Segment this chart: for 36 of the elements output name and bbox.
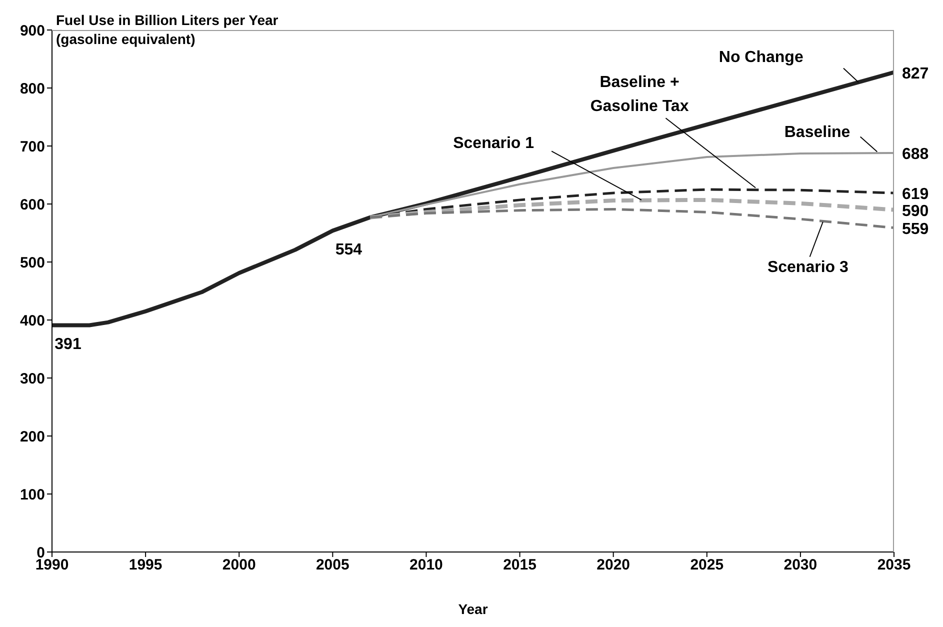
line-series — [368, 198, 894, 220]
y-tick-label: 800 — [20, 80, 45, 98]
y-tick-label: 500 — [20, 254, 45, 272]
text: Scenario 3 — [766, 258, 850, 278]
data-label: 619 — [902, 186, 929, 203]
x-tick-label: 2005 — [316, 556, 350, 574]
x-tick-label: 2035 — [877, 556, 911, 574]
y-axis-title: Fuel Use in Billion Liters per Year (gasoline equivalent) — [56, 11, 280, 49]
text: Scenario 1 — [452, 134, 536, 154]
line-series — [368, 208, 894, 230]
x-tick-label: 1995 — [128, 556, 162, 574]
x-tick-label: 2030 — [784, 556, 818, 574]
text: Baseline + Gasoline Tax — [589, 72, 690, 117]
y-tick-label: 700 — [20, 138, 45, 156]
y-tick-label: 900 — [20, 22, 45, 40]
x-tick-label: 2000 — [222, 556, 256, 574]
y-tick-label: 600 — [20, 196, 45, 214]
data-label: 559 — [902, 220, 929, 238]
x-tick-label: 2015 — [503, 556, 536, 574]
x-tick-label: 2010 — [410, 556, 443, 574]
data-label: 827 — [902, 65, 929, 82]
x-tick-label: 2020 — [596, 556, 630, 574]
data-label: 590 — [902, 202, 929, 220]
y-tick-label: 200 — [20, 428, 45, 446]
y-tick-label: 400 — [20, 312, 45, 330]
x-axis-title: Year — [458, 601, 488, 617]
line-series — [52, 70, 894, 328]
data-label: 391 — [54, 336, 82, 354]
x-tick-label: 2025 — [690, 556, 724, 574]
x-tick-label: 1990 — [35, 556, 69, 574]
y-tick-label: 100 — [20, 486, 45, 504]
y-tick-label: 300 — [20, 370, 45, 388]
data-label: 554 — [335, 242, 362, 259]
data-label: 688 — [902, 146, 929, 163]
series-label: Baseline — [783, 123, 852, 144]
series-label: No Change — [718, 48, 804, 68]
